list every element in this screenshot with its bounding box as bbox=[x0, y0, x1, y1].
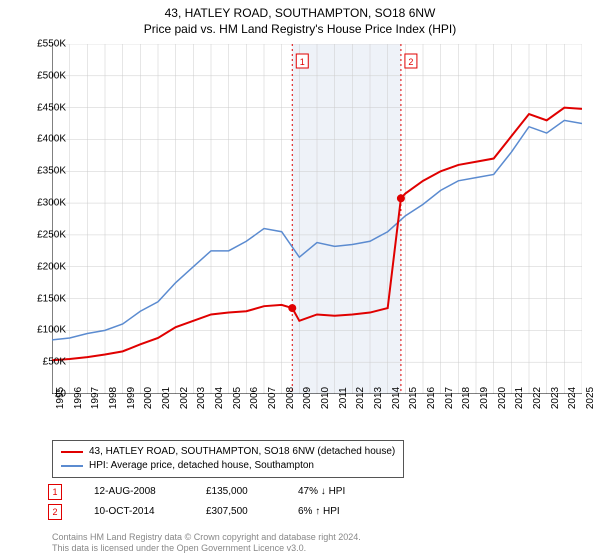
legend-swatch bbox=[61, 451, 83, 453]
sale-marker-icon: 1 bbox=[48, 484, 62, 500]
svg-text:2: 2 bbox=[408, 57, 413, 67]
y-tick-label: £550K bbox=[37, 39, 66, 50]
footer-attribution: Contains HM Land Registry data © Crown c… bbox=[52, 532, 361, 554]
legend-label: HPI: Average price, detached house, Sout… bbox=[89, 459, 314, 473]
legend-swatch bbox=[61, 465, 83, 467]
sale-hpi-diff: 6% ↑ HPI bbox=[298, 502, 340, 522]
x-tick-label: 1995 bbox=[55, 387, 66, 409]
x-tick-label: 2012 bbox=[355, 387, 366, 409]
x-tick-label: 2003 bbox=[196, 387, 207, 409]
sale-marker-icon: 2 bbox=[48, 504, 62, 520]
y-tick-label: £500K bbox=[37, 70, 66, 81]
sale-price: £307,500 bbox=[206, 502, 266, 522]
x-tick-label: 2020 bbox=[497, 387, 508, 409]
x-tick-label: 2010 bbox=[320, 387, 331, 409]
chart-title: 43, HATLEY ROAD, SOUTHAMPTON, SO18 6NW bbox=[0, 0, 600, 20]
x-tick-label: 2002 bbox=[179, 387, 190, 409]
x-tick-label: 1998 bbox=[108, 387, 119, 409]
x-tick-label: 2016 bbox=[426, 387, 437, 409]
y-tick-label: £300K bbox=[37, 198, 66, 209]
x-tick-label: 2021 bbox=[514, 387, 525, 409]
y-tick-label: £450K bbox=[37, 102, 66, 113]
chart-subtitle: Price paid vs. HM Land Registry's House … bbox=[0, 20, 600, 36]
footer-line: Contains HM Land Registry data © Crown c… bbox=[52, 532, 361, 543]
x-tick-label: 2004 bbox=[214, 387, 225, 409]
x-tick-label: 2009 bbox=[302, 387, 313, 409]
chart-svg: 12 bbox=[52, 44, 582, 394]
legend-item: HPI: Average price, detached house, Sout… bbox=[61, 459, 395, 473]
x-tick-label: 2001 bbox=[161, 387, 172, 409]
sale-date: 10-OCT-2014 bbox=[94, 502, 174, 522]
y-tick-label: £200K bbox=[37, 261, 66, 272]
x-tick-label: 1997 bbox=[90, 387, 101, 409]
footer-line: This data is licensed under the Open Gov… bbox=[52, 543, 361, 554]
sale-price: £135,000 bbox=[206, 482, 266, 502]
x-tick-label: 2024 bbox=[567, 387, 578, 409]
sale-row: 2 10-OCT-2014 £307,500 6% ↑ HPI bbox=[48, 502, 345, 522]
y-tick-label: £100K bbox=[37, 325, 66, 336]
x-tick-label: 2014 bbox=[391, 387, 402, 409]
x-tick-label: 1996 bbox=[73, 387, 84, 409]
x-tick-label: 2000 bbox=[143, 387, 154, 409]
x-tick-label: 2007 bbox=[267, 387, 278, 409]
x-tick-label: 2022 bbox=[532, 387, 543, 409]
y-tick-label: £250K bbox=[37, 229, 66, 240]
y-tick-label: £350K bbox=[37, 166, 66, 177]
y-tick-label: £400K bbox=[37, 134, 66, 145]
x-tick-label: 2019 bbox=[479, 387, 490, 409]
x-tick-label: 2013 bbox=[373, 387, 384, 409]
sale-row: 1 12-AUG-2008 £135,000 47% ↓ HPI bbox=[48, 482, 345, 502]
sale-hpi-diff: 47% ↓ HPI bbox=[298, 482, 345, 502]
x-tick-label: 2023 bbox=[550, 387, 561, 409]
x-tick-label: 2025 bbox=[585, 387, 596, 409]
svg-text:1: 1 bbox=[300, 57, 305, 67]
x-tick-label: 2006 bbox=[249, 387, 260, 409]
x-tick-label: 2017 bbox=[444, 387, 455, 409]
legend-label: 43, HATLEY ROAD, SOUTHAMPTON, SO18 6NW (… bbox=[89, 445, 395, 459]
sale-date: 12-AUG-2008 bbox=[94, 482, 174, 502]
x-tick-label: 2018 bbox=[461, 387, 472, 409]
y-tick-label: £150K bbox=[37, 293, 66, 304]
x-tick-label: 2015 bbox=[408, 387, 419, 409]
x-tick-label: 2008 bbox=[285, 387, 296, 409]
x-tick-label: 1999 bbox=[126, 387, 137, 409]
legend: 43, HATLEY ROAD, SOUTHAMPTON, SO18 6NW (… bbox=[52, 440, 404, 478]
legend-item: 43, HATLEY ROAD, SOUTHAMPTON, SO18 6NW (… bbox=[61, 445, 395, 459]
y-tick-label: £50K bbox=[43, 357, 66, 368]
chart-plot-area: 12 bbox=[52, 44, 582, 394]
x-tick-label: 2011 bbox=[338, 387, 349, 409]
x-tick-label: 2005 bbox=[232, 387, 243, 409]
sales-table: 1 12-AUG-2008 £135,000 47% ↓ HPI 2 10-OC… bbox=[48, 482, 345, 522]
